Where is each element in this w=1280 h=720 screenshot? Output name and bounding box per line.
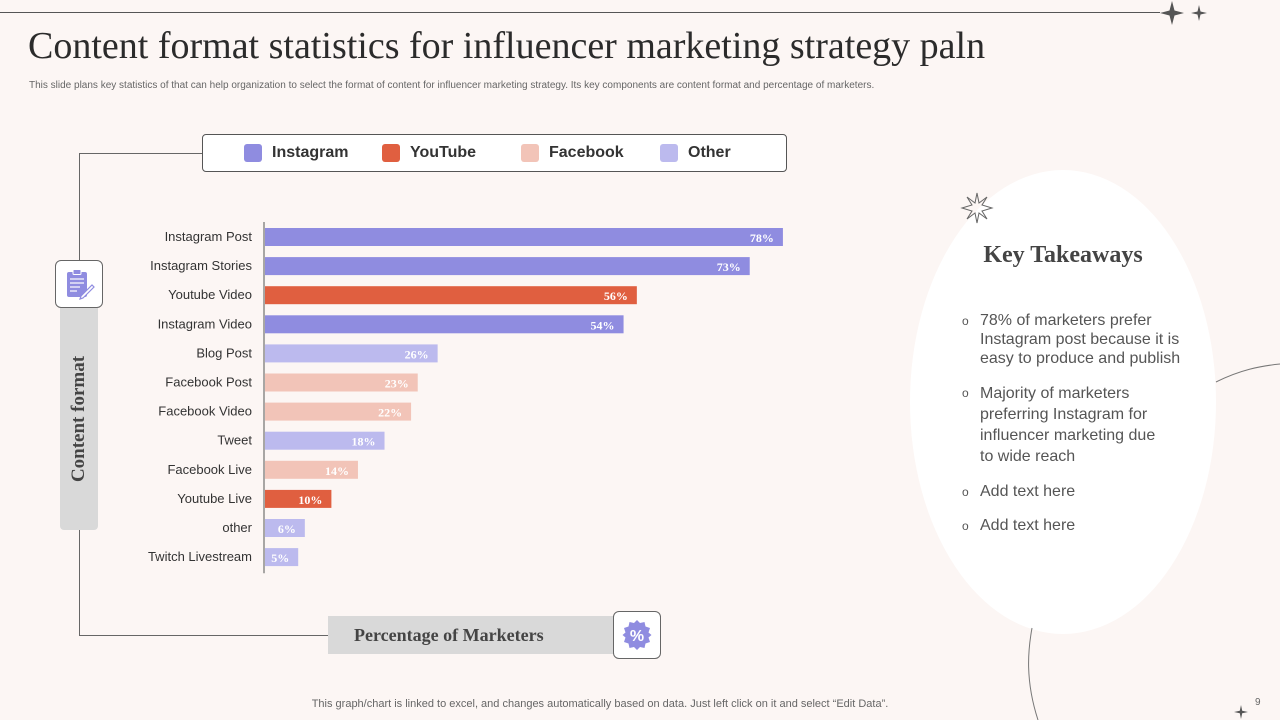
bar [265,519,305,537]
bar [265,344,438,363]
bar [265,460,358,479]
legend-label: Instagram [272,144,349,161]
bar-value-label: 73% [717,260,741,274]
percent-icon-box: % [613,611,661,659]
bar [265,257,750,276]
bar [265,286,637,305]
bracket-line [79,635,329,636]
page-number: 9 [1255,697,1261,708]
legend-item-facebook: Facebook [521,144,624,162]
legend-item-other: Other [660,144,731,162]
svg-text:%: % [630,628,644,645]
page-title: Content format statistics for influencer… [28,25,986,67]
bracket-line [79,153,80,260]
legend-item-instagram: Instagram [244,144,348,162]
bar [265,315,624,334]
legend-swatch [521,144,539,162]
takeaways-title: Key Takeaways [983,242,1143,268]
bar-value-label: 78% [750,231,774,245]
bar-value-label: 22% [378,406,402,420]
bracket-line [79,530,80,636]
bullet-text: 78% of marketers prefer Instagram post b… [980,312,1181,367]
bullet-marker: o [962,519,969,533]
category-label: Instagram Video [158,316,252,331]
footer-note: This graph/chart is linked to excel, and… [311,698,889,710]
category-label: Facebook Video [158,404,252,419]
page-subtitle: This slide plans key statistics of that … [29,80,875,91]
legend-swatch [244,144,262,162]
bar [265,402,412,421]
top-rule [0,12,1160,13]
chart-legend: Instagram YouTube Facebook Other [202,134,787,172]
bracket-line [79,153,203,154]
legend-swatch [660,144,678,162]
bullet-text: Add text here [980,483,1076,500]
category-label: Facebook Live [167,462,252,477]
category-label: Youtube Video [168,287,252,302]
bar-value-label: 5% [271,551,289,565]
bar-value-label: 14% [325,464,349,478]
percent-badge-icon: % [622,620,652,650]
category-label: Twitch Livestream [148,549,252,564]
category-label: Instagram Stories [150,258,252,273]
bullet-marker: o [962,314,969,328]
x-axis-title-box [328,616,615,654]
bar [265,228,783,246]
bullet-text: Majority of marketers preferring Instagr… [980,385,1156,465]
bullet-marker: o [962,485,969,499]
legend-item-youtube: YouTube [382,144,476,162]
clipboard-icon [67,269,95,300]
bullet-marker: o [962,386,969,400]
bar-value-label: 54% [591,318,615,332]
bar [265,548,299,567]
takeaways-panel [910,170,1216,634]
category-label: Tweet [217,433,252,448]
x-axis-title: Percentage of Marketers [354,625,544,645]
category-label: Blog Post [196,345,252,360]
bar-value-label: 23% [385,377,409,391]
category-label: other [222,520,252,535]
legend-label: Facebook [549,144,624,161]
legend-label: YouTube [410,144,477,161]
bar-value-label: 10% [298,493,322,507]
content-icon-box [55,260,103,308]
bar [265,431,385,450]
category-label: Instagram Post [165,229,253,244]
bar-value-label: 18% [352,435,376,449]
bar-value-label: 6% [278,522,296,536]
category-label: Youtube Live [177,491,252,506]
bar [265,489,332,508]
bullet-text: Add text here [980,517,1076,534]
bar [265,373,418,392]
sparkle-icon [1234,705,1248,719]
bar-value-label: 26% [405,347,429,361]
bar-value-label: 56% [604,289,628,303]
legend-label: Other [688,144,731,161]
y-axis-title-box [60,308,98,530]
category-label: Facebook Post [165,375,252,390]
sparkle-icon [1160,1,1207,25]
legend-swatch [382,144,400,162]
decorative-arc [1028,363,1280,720]
starburst-icon [960,192,994,224]
